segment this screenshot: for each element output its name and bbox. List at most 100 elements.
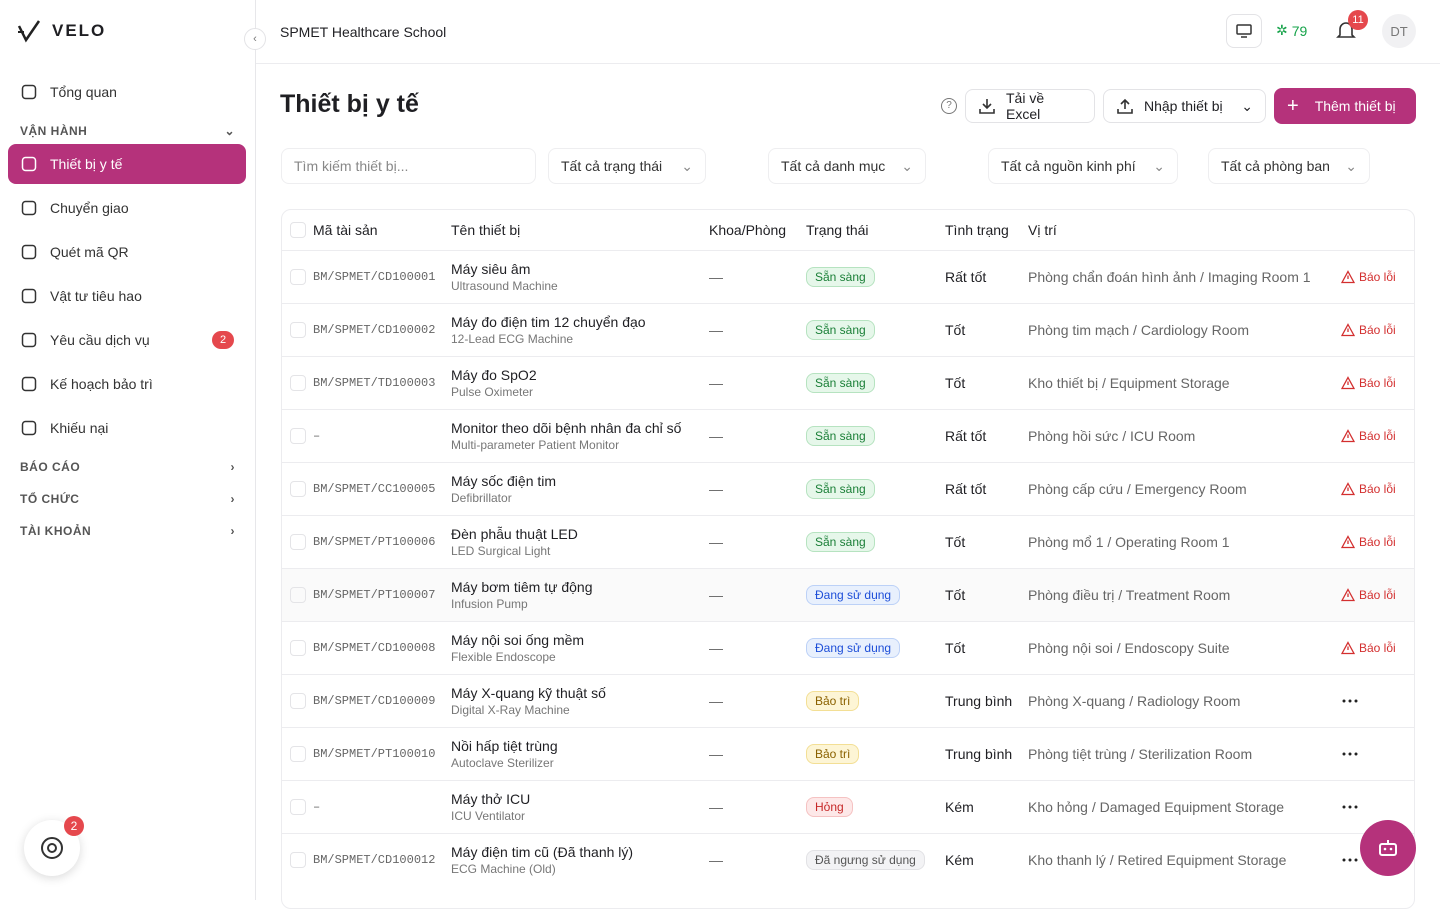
nav-item[interactable]: Thiết bị y tế	[8, 144, 246, 184]
table-row[interactable]: BM/SPMET/CC100005 Máy sốc điện tim Defibri…	[282, 462, 1414, 515]
table-row[interactable]: BM/SPMET/CD100012 Máy điện tim cũ (Đã tha…	[282, 833, 1414, 886]
name-cell: Máy X-quang kỹ thuật số Digital X-Ray Mac…	[451, 675, 606, 727]
dept-cell: —	[709, 410, 723, 462]
nav-section[interactable]: TÀI KHOẢN ›	[20, 524, 235, 538]
action-cell[interactable]: Báo lỗi	[1341, 622, 1396, 674]
collapse-button[interactable]: ‹	[244, 28, 266, 50]
checkbox[interactable]	[290, 852, 306, 868]
table-row[interactable]: BM/SPMET/CD100002 Máy đo điện tim 12 chuy…	[282, 303, 1414, 356]
checkbox[interactable]	[290, 269, 306, 285]
nav-item[interactable]: Quét mã QR	[8, 232, 246, 272]
add-button[interactable]: + Thêm thiết bị	[1274, 88, 1416, 124]
location: Phòng hồi sức / ICU Room	[1028, 428, 1196, 444]
nav-item[interactable]: Yêu cầu dịch vụ 2	[8, 320, 246, 360]
action-cell[interactable]	[1341, 781, 1358, 833]
status-badge: Đã ngưng sử dụng	[806, 850, 925, 870]
table-row[interactable]: BM/SPMET/PT100007 Máy bơm tiêm tự động Inf…	[282, 568, 1414, 621]
department: —	[709, 587, 723, 603]
avatar[interactable]: DT	[1382, 14, 1416, 48]
table-row[interactable]: BM/SPMET/CD100009 Máy X-quang kỹ thuật số…	[282, 674, 1414, 727]
action-cell[interactable]: Báo lỗi	[1341, 516, 1396, 568]
import-button[interactable]: Nhập thiết bị ⌄	[1103, 89, 1266, 123]
checkbox[interactable]	[290, 640, 306, 656]
search-input[interactable]: Tìm kiếm thiết bị...	[281, 148, 536, 184]
assistant-button[interactable]	[1360, 820, 1416, 876]
action-cell[interactable]: Báo lỗi	[1341, 410, 1396, 462]
report-button[interactable]: Báo lỗi	[1341, 482, 1396, 496]
checkbox[interactable]	[290, 693, 306, 709]
nav-icon	[21, 244, 37, 260]
filter-select[interactable]: Tất cả nguồn kinh phí ⌄	[988, 148, 1178, 184]
name-cell: Máy thở ICU ICU Ventilator	[451, 781, 530, 833]
filter-label: Tất cả trạng thái	[561, 158, 663, 174]
filter-select[interactable]: Tất cả danh mục ⌄	[768, 148, 926, 184]
nav-section[interactable]: VẬN HÀNH ⌄	[20, 124, 235, 138]
help-icon[interactable]: ?	[941, 98, 957, 114]
nav-section[interactable]: BÁO CÁO ›	[20, 460, 235, 474]
display-button[interactable]	[1226, 14, 1262, 48]
department: —	[709, 693, 723, 709]
help-button[interactable]: 2	[24, 816, 84, 876]
action-cell[interactable]	[1341, 728, 1358, 780]
table-row[interactable]: BM/SPMET/TD100003 Máy đo SpO2 Pulse Oximet…	[282, 356, 1414, 409]
filter-select[interactable]: Tất cả trạng thái ⌄	[548, 148, 706, 184]
action-cell[interactable]: Báo lỗi	[1341, 569, 1396, 621]
status-cell: Bảo trì	[806, 728, 860, 780]
nav-item[interactable]: Tổng quan	[8, 72, 246, 112]
checkbox[interactable]	[290, 222, 306, 238]
more-icon[interactable]	[1342, 805, 1358, 809]
filter-select[interactable]: Tất cả phòng ban ⌄	[1208, 148, 1370, 184]
report-button[interactable]: Báo lỗi	[1341, 376, 1396, 390]
checkbox[interactable]	[290, 587, 306, 603]
table-row[interactable]: BM/SPMET/PT100006 Đèn phẫu thuật LED LED S…	[282, 515, 1414, 568]
points[interactable]: ✲ 79	[1276, 22, 1308, 39]
warning-icon	[1341, 270, 1355, 284]
nav-item[interactable]: Vật tư tiêu hao	[8, 276, 246, 316]
action-cell[interactable]: Báo lỗi	[1341, 357, 1396, 409]
table-row[interactable]: BM/SPMET/PT100010 Nồi hấp tiệt trùng Autoc…	[282, 727, 1414, 780]
condition: Tốt	[945, 640, 966, 656]
location: Phòng X-quang / Radiology Room	[1028, 693, 1241, 709]
device-name: Máy X-quang kỹ thuật số	[451, 685, 606, 701]
more-icon[interactable]	[1342, 752, 1358, 756]
checkbox[interactable]	[290, 322, 306, 338]
export-button[interactable]: Tải về Excel	[965, 89, 1095, 123]
action-cell[interactable]	[1341, 834, 1358, 886]
device-name: Nồi hấp tiệt trùng	[451, 738, 558, 754]
more-icon[interactable]	[1342, 699, 1358, 703]
section-title: VẬN HÀNH	[20, 124, 88, 138]
table-row[interactable]: – Máy thở ICU ICU Ventilator — Hỏng Kém Kho hỏ…	[282, 780, 1414, 833]
nav-label: Quét mã QR	[50, 244, 129, 260]
report-button[interactable]: Báo lỗi	[1341, 641, 1396, 655]
report-button[interactable]: Báo lỗi	[1341, 323, 1396, 337]
nav-item[interactable]: Chuyển giao	[8, 188, 246, 228]
points-value: 79	[1291, 22, 1308, 39]
table-row[interactable]: BM/SPMET/CD100008 Máy nội soi ống mềm Flex…	[282, 621, 1414, 674]
help-icon	[41, 837, 63, 859]
action-cell[interactable]	[1341, 675, 1358, 727]
report-button[interactable]: Báo lỗi	[1341, 270, 1396, 284]
notifications[interactable]: 11	[1336, 10, 1368, 45]
checkbox[interactable]	[290, 746, 306, 762]
location-cell: Phòng điều trị / Treatment Room	[1028, 569, 1230, 621]
status-cell: Đang sử dụng	[806, 622, 901, 674]
action-cell[interactable]: Báo lỗi	[1341, 251, 1396, 303]
report-button[interactable]: Báo lỗi	[1341, 429, 1396, 443]
more-icon[interactable]	[1342, 858, 1358, 862]
code-cell: –	[313, 781, 320, 833]
table-row[interactable]: BM/SPMET/CD100001 Máy siêu âm Ultrasound M…	[282, 250, 1414, 303]
checkbox[interactable]	[290, 428, 306, 444]
action-cell[interactable]: Báo lỗi	[1341, 463, 1396, 515]
nav-section[interactable]: TỔ CHỨC ›	[20, 492, 235, 506]
nav-item[interactable]: Kế hoạch bảo trì	[8, 364, 246, 404]
nav-icon	[21, 376, 37, 392]
report-button[interactable]: Báo lỗi	[1341, 588, 1396, 602]
action-cell[interactable]: Báo lỗi	[1341, 304, 1396, 356]
checkbox[interactable]	[290, 799, 306, 815]
report-button[interactable]: Báo lỗi	[1341, 535, 1396, 549]
checkbox[interactable]	[290, 481, 306, 497]
nav-item[interactable]: Khiếu nại	[8, 408, 246, 448]
table-row[interactable]: – Monitor theo dõi bệnh nhân đa chỉ số Mul…	[282, 409, 1414, 462]
checkbox[interactable]	[290, 534, 306, 550]
checkbox[interactable]	[290, 375, 306, 391]
